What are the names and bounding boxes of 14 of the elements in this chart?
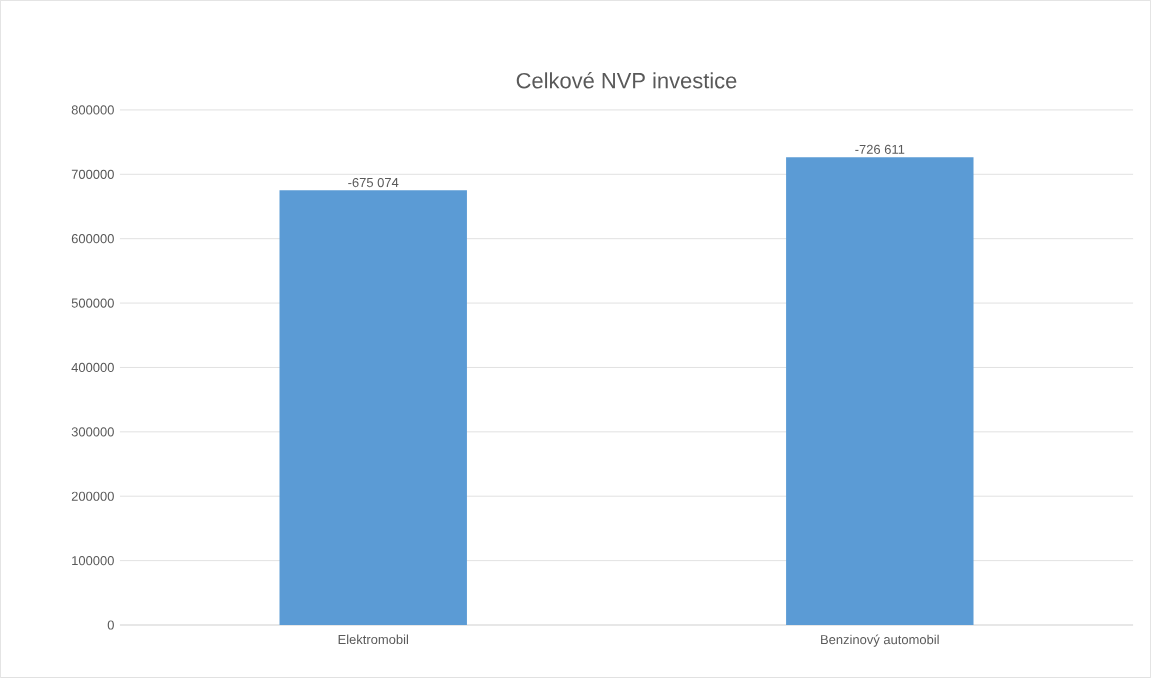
y-tick-label: 400000: [71, 362, 114, 373]
y-tick-label: 200000: [71, 491, 114, 501]
y-tick-label: 700000: [71, 169, 114, 179]
y-tick-label: 500000: [71, 298, 114, 308]
x-tick-label: Elektromobil: [338, 634, 408, 645]
y-tick-label: 0: [107, 620, 114, 630]
y-tick-label: 300000: [71, 427, 114, 437]
chart-title: Celkové NVP investice: [516, 72, 737, 89]
annotation: -726 611: [855, 144, 905, 155]
x-tick-label: Benzinový automobil: [821, 634, 939, 647]
y-tick-label: 100000: [72, 556, 114, 566]
y-tick-label: 800000: [71, 105, 114, 115]
annotation: -675 074: [348, 178, 399, 188]
y-tick-label: 600000: [71, 234, 114, 244]
